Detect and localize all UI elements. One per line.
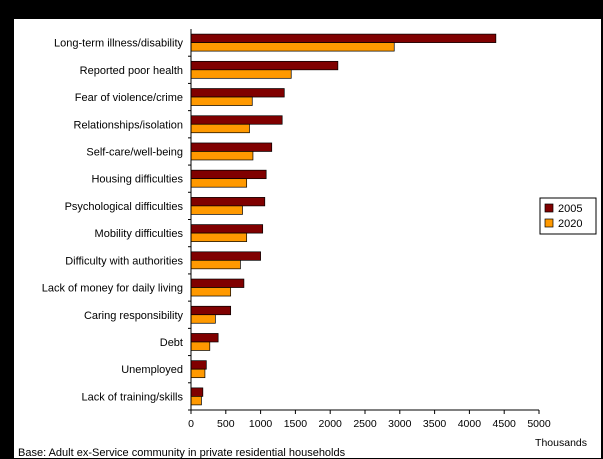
category-label: Lack of money for daily living [42,283,183,295]
legend-swatch-2020 [544,218,554,228]
category-label: Relationships/isolation [74,119,183,131]
x-tick-label: 3500 [423,418,447,430]
bar-2020 [190,341,211,351]
category-label: Unemployed [121,364,183,376]
x-tick-label: 0 [188,418,194,430]
bar-2020 [190,178,248,188]
category-label: Difficulty with authorities [65,255,183,267]
bar-2020 [190,42,395,52]
bar-2020 [190,69,292,79]
bar-2005 [190,169,267,180]
x-tick-label: 500 [217,418,235,430]
bar-2005 [190,197,266,207]
x-tick-label: 5000 [527,418,551,430]
x-tick-label: 2500 [353,418,377,430]
legend-label-2005: 2005 [558,203,582,215]
bar-2020 [190,368,206,379]
category-label: Caring responsibility [84,310,184,322]
category-label: Housing difficulties [91,174,183,186]
x-tick-label: 1500 [284,418,308,430]
x-tick-label: 3000 [388,418,412,430]
bar-2005 [190,60,339,71]
bar-2020 [190,396,202,406]
category-label: Mobility difficulties [95,228,184,240]
bar-2020 [190,205,243,215]
bar-2005 [190,33,497,43]
bar-2005 [190,360,207,370]
bar-2005 [190,278,245,288]
bar-2020 [190,123,250,134]
category-label: Psychological difficulties [65,201,184,213]
bar-2005 [190,115,283,125]
bar-2020 [190,96,253,106]
x-axis-title: Thousands [535,437,587,449]
bar-2020 [190,287,232,297]
category-label: Lack of training/skills [82,391,184,403]
bar-2020 [190,314,216,324]
bar-2020 [190,151,254,161]
bar-2005 [190,251,261,261]
x-tick-label: 1000 [249,418,273,430]
bar-2005 [190,305,232,316]
category-label: Debt [160,337,183,349]
bar-2020 [190,259,241,270]
bar-2005 [190,142,273,152]
bar-2005 [190,224,264,234]
legend-swatch-2005 [544,203,554,213]
legend-label-2020: 2020 [558,218,582,230]
chart-frame: Long-term illness/disability Reported poo… [13,18,602,459]
x-tick-label: 2000 [319,418,343,430]
bar-2020 [190,232,248,242]
bar-chart: Long-term illness/disability Reported poo… [42,29,597,449]
bar-2005 [190,333,219,343]
bar-2005 [190,88,285,98]
category-label: Self-care/well-being [86,146,183,158]
category-label: Long-term illness/disability [54,38,183,50]
bar-2005 [190,387,204,397]
category-label: Reported poor health [80,65,183,77]
category-label: Fear of violence/crime [75,92,183,104]
footnote: Base: Adult ex-Service community in priv… [18,447,346,459]
x-tick-label: 4000 [458,418,482,430]
x-tick-label: 4500 [493,418,517,430]
